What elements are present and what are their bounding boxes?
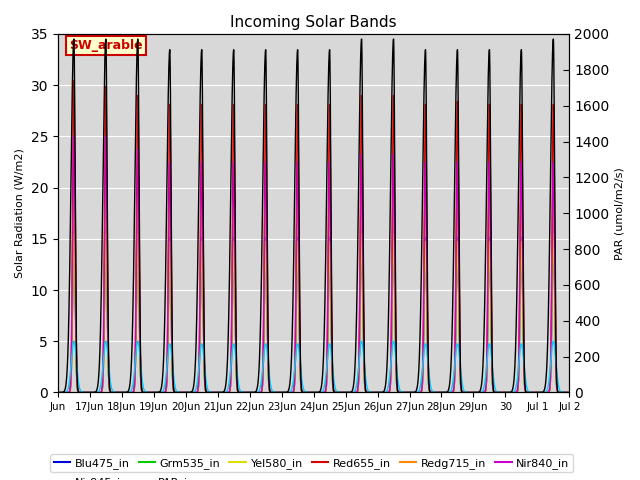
Legend: Nir945_in, PAR_in: Nir945_in, PAR_in — [51, 474, 198, 480]
Text: SW_arable: SW_arable — [69, 39, 143, 52]
Y-axis label: Solar Radiation (W/m2): Solar Radiation (W/m2) — [15, 148, 25, 278]
Y-axis label: PAR (umol/m2/s): PAR (umol/m2/s) — [615, 167, 625, 260]
Title: Incoming Solar Bands: Incoming Solar Bands — [230, 15, 397, 30]
Legend: Blu475_in, Grm535_in, Yel580_in, Red655_in, Redg715_in, Nir840_in: Blu475_in, Grm535_in, Yel580_in, Red655_… — [51, 455, 573, 472]
